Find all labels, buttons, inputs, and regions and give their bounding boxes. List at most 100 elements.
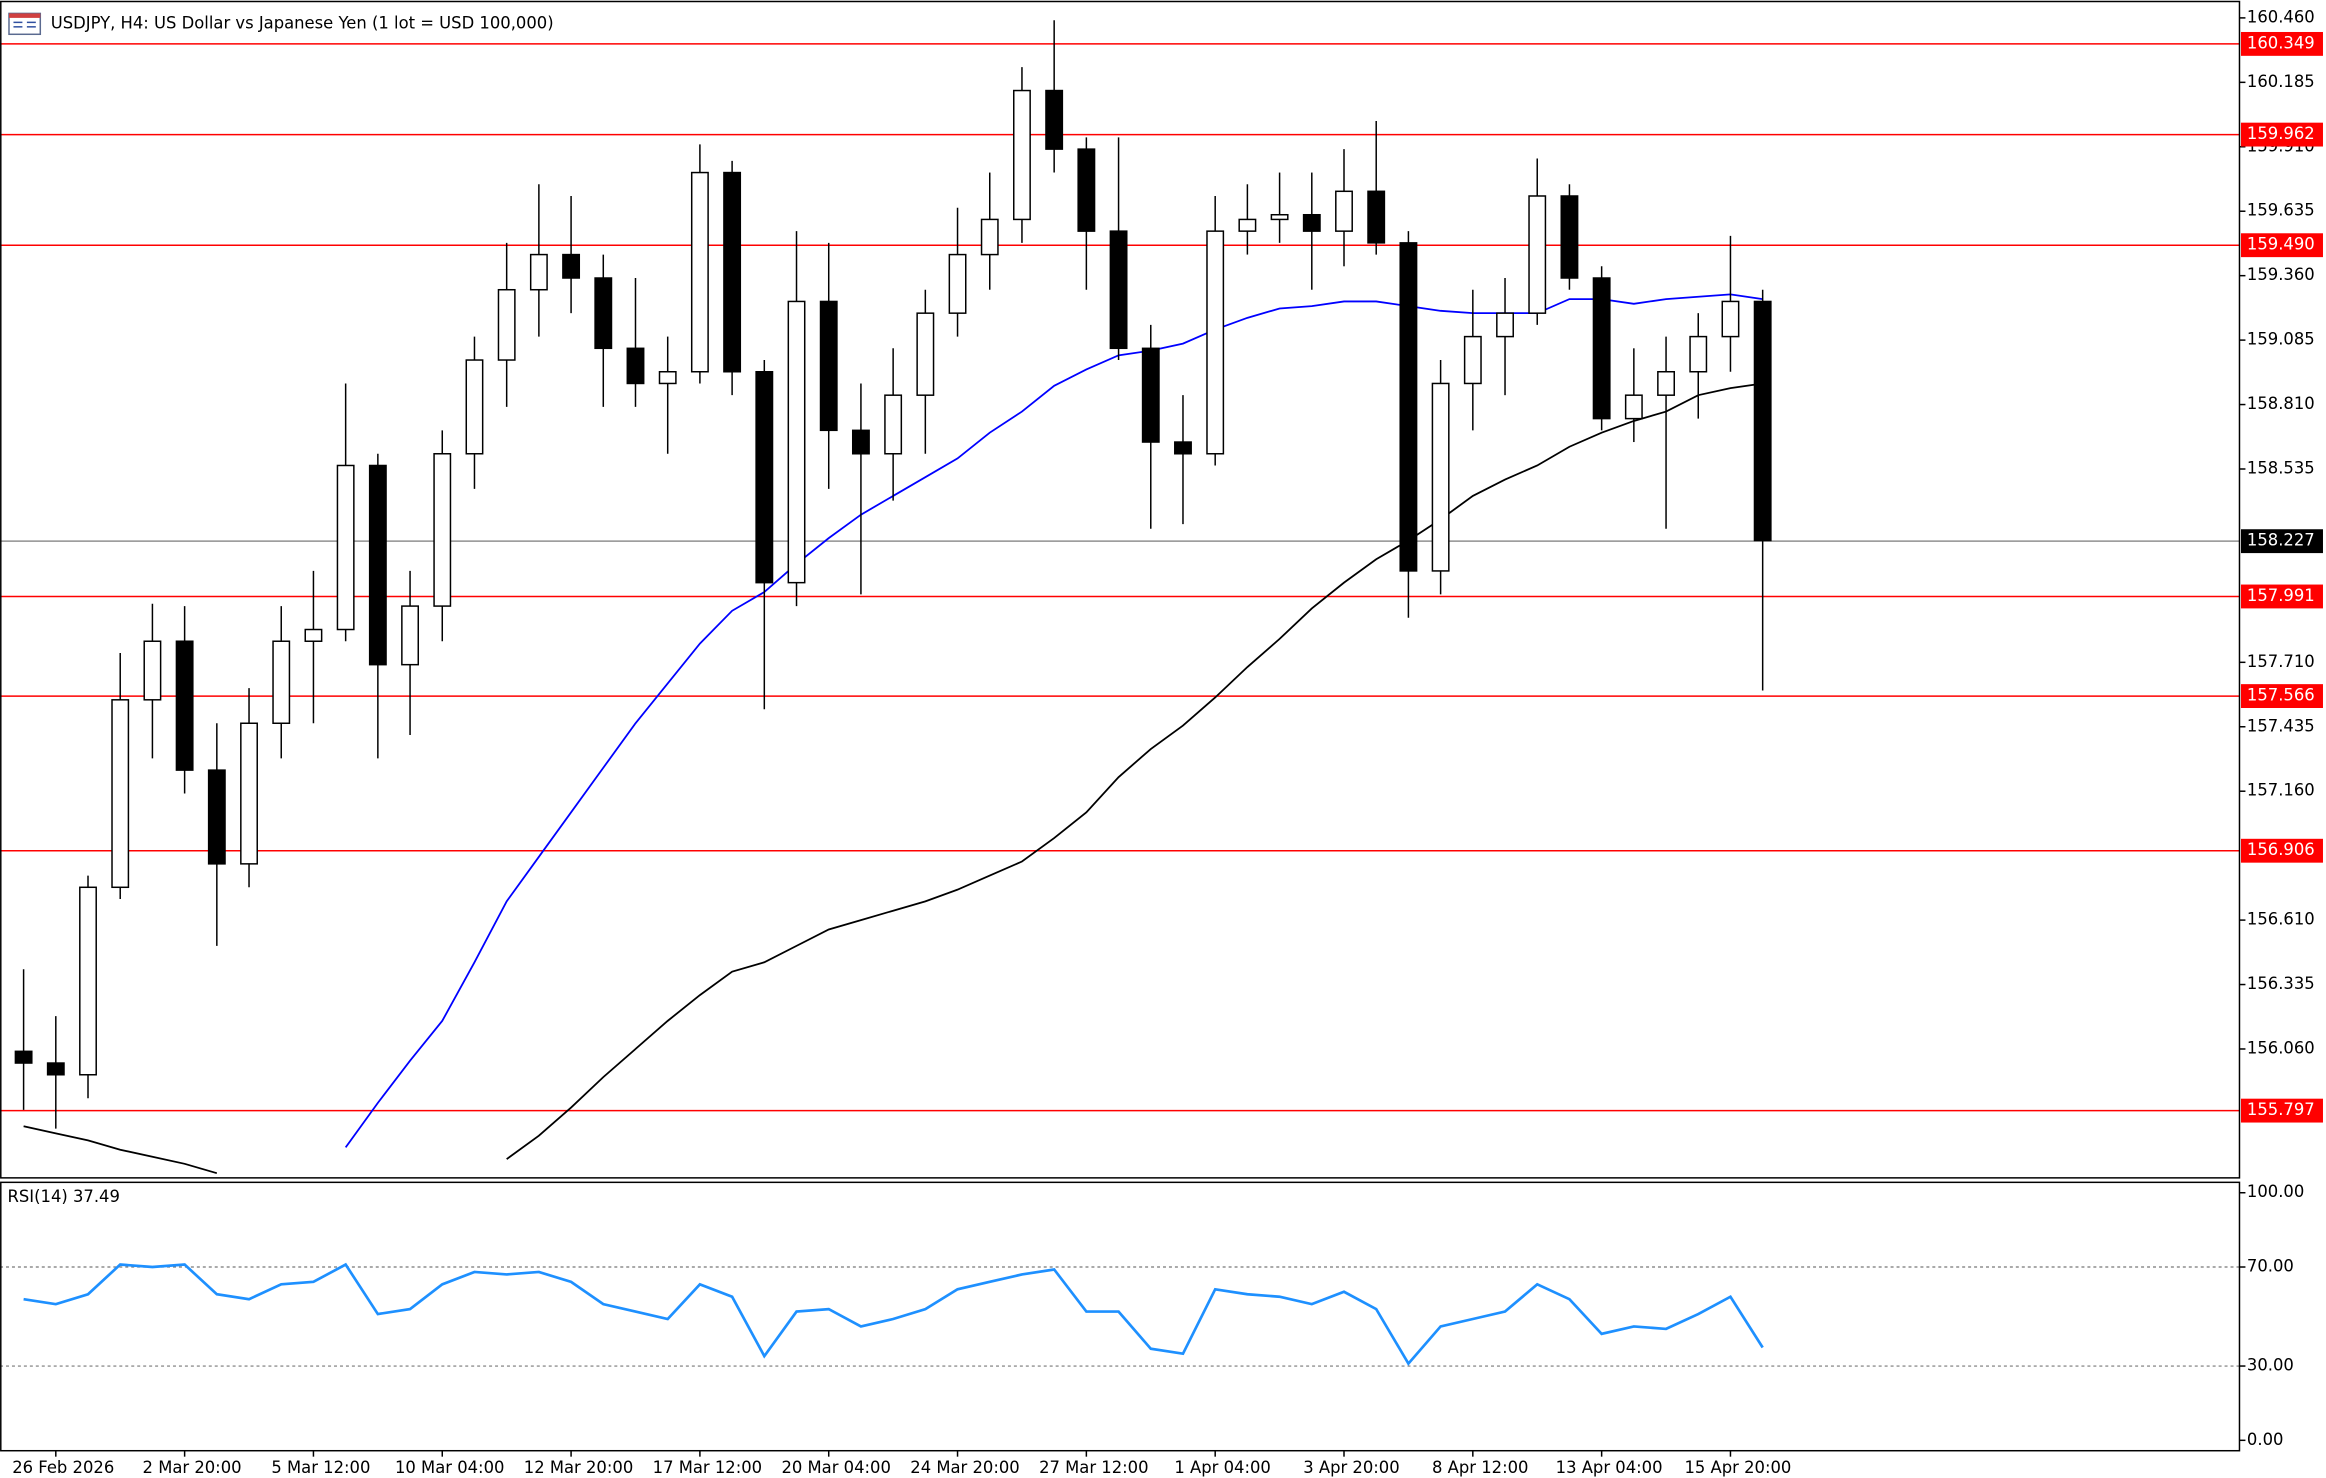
candle-body — [240, 722, 258, 865]
chart-title: USDJPY, H4: US Dollar vs Japanese Yen (1… — [51, 13, 554, 32]
candle-body — [1077, 148, 1096, 232]
candle-body — [304, 628, 323, 642]
x-tick-label: 5 Mar 12:00 — [271, 1458, 370, 1477]
candle-body — [1721, 300, 1740, 338]
candle-body — [1302, 213, 1321, 232]
candle-body — [1399, 242, 1418, 572]
x-tick-label: 8 Apr 12:00 — [1432, 1458, 1528, 1477]
x-tick-label: 1 Apr 04:00 — [1174, 1458, 1270, 1477]
x-tick-label: 17 Mar 12:00 — [653, 1458, 762, 1477]
level-label: 155.797 — [2247, 1100, 2315, 1119]
rsi-y-tick-label: 30.00 — [2247, 1356, 2294, 1375]
level-label-box — [2240, 838, 2323, 863]
candle-body — [787, 300, 806, 584]
y-tick-label: 157.435 — [2247, 716, 2315, 735]
candle-body — [401, 605, 420, 666]
rsi-label: RSI(14) 37.49 — [7, 1187, 119, 1206]
x-tick-label: 27 Mar 12:00 — [1039, 1458, 1148, 1477]
y-tick-label: 156.610 — [2247, 910, 2315, 929]
level-label: 159.490 — [2247, 235, 2315, 254]
candle-body — [1528, 195, 1547, 314]
candle-body — [1753, 300, 1772, 542]
x-tick-label: 2 Mar 20:00 — [143, 1458, 242, 1477]
x-tick-label: 26 Feb 2026 — [12, 1458, 114, 1477]
x-tick-label: 12 Mar 20:00 — [524, 1458, 633, 1477]
y-tick-label: 160.185 — [2247, 72, 2315, 91]
candle-body — [819, 300, 838, 432]
candle-body — [980, 218, 999, 256]
y-tick-label: 156.335 — [2247, 974, 2315, 993]
y-tick-label: 157.160 — [2247, 781, 2315, 800]
candle-body — [1592, 277, 1611, 420]
candle-body — [723, 171, 742, 373]
y-tick-label: 157.710 — [2247, 652, 2315, 671]
level-label-box — [2240, 1098, 2323, 1123]
candle-body — [143, 640, 162, 701]
moving-average — [23, 382, 1763, 1175]
candle-body — [690, 171, 709, 373]
candle-body — [1335, 190, 1353, 232]
y-tick-label: 156.060 — [2247, 1038, 2315, 1057]
candle-body — [1560, 195, 1579, 279]
rsi-panel-border — [0, 1181, 2241, 1452]
candle-body — [433, 453, 452, 607]
y-tick-label: 158.810 — [2247, 394, 2315, 413]
current-price-box — [2240, 529, 2323, 554]
candle-body — [1624, 394, 1643, 420]
level-label-box — [2240, 31, 2323, 56]
candle-body — [1141, 347, 1160, 443]
moving-average — [344, 293, 1763, 1148]
candle-body — [1657, 370, 1675, 396]
candle-body — [175, 640, 194, 771]
candle-body — [562, 253, 581, 279]
candle-body — [1367, 190, 1386, 244]
level-label-box — [2240, 233, 2323, 258]
candle-body — [1174, 441, 1192, 455]
symbol-icon — [8, 12, 42, 36]
level-label-box — [2240, 584, 2323, 609]
candle-body — [14, 1050, 33, 1064]
candle-body — [368, 464, 387, 666]
candle-body — [1463, 335, 1482, 385]
level-label: 156.906 — [2247, 840, 2315, 859]
x-tick-label: 13 Apr 04:00 — [1556, 1458, 1663, 1477]
y-tick-label: 158.535 — [2247, 458, 2315, 477]
candle-body — [79, 886, 97, 1076]
candle-body — [1496, 312, 1514, 338]
candle-body — [1206, 230, 1225, 455]
candle-body — [916, 312, 935, 396]
candle-body — [1689, 335, 1708, 373]
x-tick-label: 3 Apr 20:00 — [1303, 1458, 1399, 1477]
rsi-y-tick-label: 70.00 — [2247, 1257, 2294, 1276]
x-tick-label: 15 Apr 20:00 — [1684, 1458, 1791, 1477]
x-tick-label: 24 Mar 20:00 — [910, 1458, 1019, 1477]
level-label: 157.991 — [2247, 586, 2315, 605]
candle-body — [1238, 218, 1257, 232]
candle-body — [948, 253, 967, 314]
candle-body — [1013, 89, 1031, 221]
candle-body — [465, 359, 484, 455]
candle-body — [1270, 213, 1289, 221]
y-tick-label: 159.635 — [2247, 201, 2315, 220]
current-price-label: 158.227 — [2247, 531, 2315, 550]
candle-body — [529, 253, 548, 291]
y-tick-label: 159.085 — [2247, 330, 2315, 349]
rsi-line — [23, 1262, 1764, 1366]
level-label-box — [2240, 684, 2323, 708]
y-tick-label: 160.460 — [2247, 7, 2315, 26]
level-label: 157.566 — [2247, 686, 2315, 705]
level-label-box — [2240, 122, 2323, 147]
y-tick-label: 159.360 — [2247, 265, 2315, 284]
x-tick-label: 20 Mar 04:00 — [781, 1458, 890, 1477]
candle-body — [658, 370, 677, 385]
level-label: 159.962 — [2247, 124, 2315, 143]
candle-body — [755, 370, 774, 584]
rsi-y-tick-label: 0.00 — [2247, 1430, 2284, 1449]
candle-body — [336, 464, 355, 631]
axes: 160.460160.185159.910159.635159.360159.0… — [12, 7, 2323, 1477]
candle-body — [497, 288, 516, 361]
candle-body — [884, 394, 903, 455]
candle-body — [626, 347, 645, 385]
